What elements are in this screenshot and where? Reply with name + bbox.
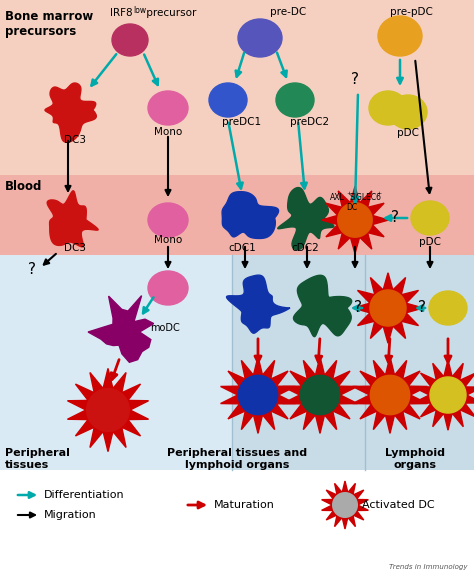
Text: DC3: DC3 — [64, 135, 86, 145]
Text: AXL: AXL — [330, 193, 345, 202]
Polygon shape — [430, 377, 466, 413]
Polygon shape — [45, 83, 96, 142]
Bar — [0, 255, 232, 470]
Text: pDC: pDC — [397, 128, 419, 138]
Bar — [232, 255, 474, 470]
Polygon shape — [353, 357, 428, 433]
Polygon shape — [321, 187, 389, 253]
Text: cDC2: cDC2 — [291, 243, 319, 253]
Ellipse shape — [148, 203, 188, 237]
Text: Peripheral
tissues: Peripheral tissues — [5, 448, 70, 469]
Text: Blood: Blood — [5, 180, 42, 193]
Ellipse shape — [238, 19, 282, 57]
Polygon shape — [222, 192, 279, 238]
Polygon shape — [293, 275, 352, 336]
Polygon shape — [67, 369, 148, 452]
Text: precursor: precursor — [143, 8, 196, 18]
Ellipse shape — [112, 24, 148, 56]
Polygon shape — [414, 360, 474, 430]
Text: Activated DC: Activated DC — [362, 500, 435, 510]
Text: +: + — [346, 191, 351, 196]
Text: Bone marrow
precursors: Bone marrow precursors — [5, 10, 93, 38]
Polygon shape — [88, 295, 154, 362]
Polygon shape — [301, 376, 340, 415]
Ellipse shape — [378, 16, 422, 56]
Polygon shape — [283, 357, 357, 433]
Text: Differentiation: Differentiation — [44, 490, 125, 500]
Text: ?: ? — [351, 73, 359, 88]
Text: SIGLEC6: SIGLEC6 — [350, 193, 382, 202]
Polygon shape — [47, 191, 98, 247]
Polygon shape — [321, 481, 368, 529]
Text: ?: ? — [391, 210, 399, 225]
Bar — [0, 470, 474, 576]
Ellipse shape — [389, 95, 427, 129]
Text: DC3: DC3 — [64, 243, 86, 253]
Polygon shape — [370, 290, 406, 326]
Text: IRF8: IRF8 — [110, 8, 133, 18]
Text: Lymphoid
organs: Lymphoid organs — [385, 448, 445, 469]
Text: Mono: Mono — [154, 235, 182, 245]
Text: ?: ? — [354, 301, 362, 316]
Polygon shape — [338, 203, 372, 237]
Text: preDC2: preDC2 — [290, 117, 329, 127]
Text: Migration: Migration — [44, 510, 97, 520]
Polygon shape — [278, 188, 334, 250]
Ellipse shape — [209, 83, 247, 117]
Polygon shape — [238, 376, 278, 415]
Ellipse shape — [429, 291, 467, 325]
Polygon shape — [370, 376, 410, 415]
Bar — [0, 0, 474, 175]
Ellipse shape — [411, 201, 449, 235]
Text: Trends in Immunology: Trends in Immunology — [390, 564, 468, 570]
Text: low: low — [133, 6, 146, 15]
Ellipse shape — [369, 91, 407, 125]
Text: Maturation: Maturation — [214, 500, 275, 510]
Polygon shape — [333, 492, 357, 517]
Text: pre-pDC: pre-pDC — [390, 7, 433, 17]
Text: pre-DC: pre-DC — [270, 7, 306, 17]
Ellipse shape — [148, 91, 188, 125]
Text: cDC1: cDC1 — [228, 243, 256, 253]
Polygon shape — [227, 275, 290, 333]
Polygon shape — [353, 273, 423, 343]
Text: moDC: moDC — [150, 323, 180, 333]
Polygon shape — [87, 389, 129, 431]
Text: +: + — [376, 191, 381, 196]
Ellipse shape — [148, 271, 188, 305]
Text: preDC1: preDC1 — [222, 117, 261, 127]
Text: Peripheral tissues and
lymphoid organs: Peripheral tissues and lymphoid organs — [167, 448, 307, 469]
Text: Mono: Mono — [154, 127, 182, 137]
Text: ?: ? — [28, 263, 36, 278]
Text: DC: DC — [346, 203, 357, 211]
Text: pDC: pDC — [419, 237, 441, 247]
Polygon shape — [220, 357, 295, 433]
Text: ?: ? — [418, 301, 426, 316]
Ellipse shape — [276, 83, 314, 117]
Bar — [0, 175, 474, 255]
